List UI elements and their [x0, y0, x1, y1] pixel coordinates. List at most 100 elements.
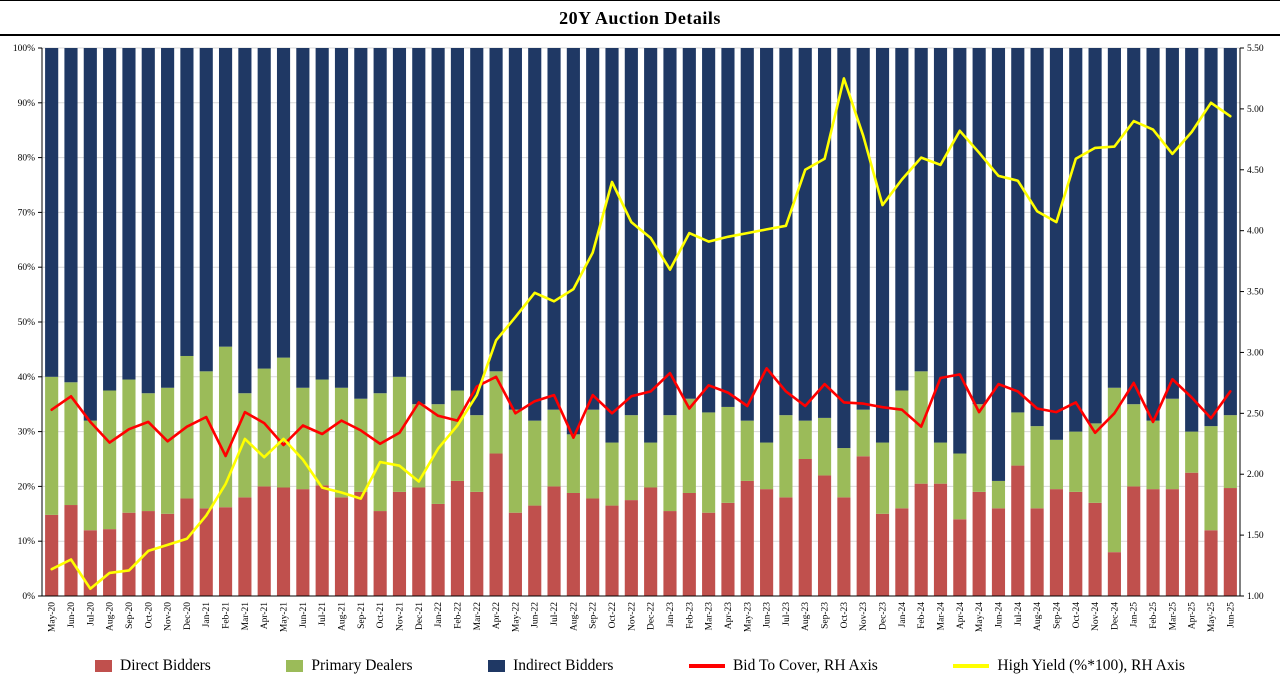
svg-text:Aug-20: Aug-20 — [106, 602, 116, 631]
svg-text:5.00: 5.00 — [1247, 105, 1264, 115]
svg-text:Sep-21: Sep-21 — [357, 602, 367, 629]
svg-text:Mar-21: Mar-21 — [241, 602, 251, 631]
svg-text:Sep-20: Sep-20 — [125, 602, 135, 629]
svg-text:100%: 100% — [13, 44, 35, 54]
legend-item-high-yield: High Yield (%*100), RH Axis — [953, 657, 1185, 675]
svg-text:0%: 0% — [22, 592, 35, 602]
svg-text:Oct-23: Oct-23 — [840, 602, 850, 629]
svg-text:Apr-22: Apr-22 — [492, 602, 502, 629]
svg-text:Sep-23: Sep-23 — [821, 602, 831, 629]
svg-text:Jun-25: Jun-25 — [1226, 602, 1236, 628]
svg-text:80%: 80% — [18, 154, 36, 164]
svg-text:Jun-24: Jun-24 — [995, 602, 1005, 628]
svg-text:Feb-21: Feb-21 — [222, 602, 232, 629]
svg-text:May-21: May-21 — [280, 602, 290, 632]
legend-item-bid-to-cover: Bid To Cover, RH Axis — [688, 656, 878, 675]
svg-text:5.50: 5.50 — [1247, 44, 1264, 54]
svg-text:Dec-24: Dec-24 — [1110, 602, 1120, 630]
svg-text:Nov-22: Nov-22 — [627, 602, 637, 631]
svg-text:Mar-25: Mar-25 — [1168, 602, 1178, 631]
svg-text:Mar-23: Mar-23 — [705, 602, 715, 631]
svg-text:10%: 10% — [18, 537, 36, 547]
svg-text:Nov-23: Nov-23 — [859, 602, 869, 631]
high-yield-line-icon — [953, 663, 990, 668]
svg-text:Nov-24: Nov-24 — [1091, 602, 1101, 631]
svg-text:Oct-24: Oct-24 — [1072, 602, 1082, 629]
svg-text:Mar-24: Mar-24 — [937, 602, 947, 631]
bid-to-cover-line-icon — [688, 663, 725, 668]
svg-text:20%: 20% — [18, 482, 36, 492]
svg-text:Feb-25: Feb-25 — [1149, 602, 1159, 629]
svg-text:Jul-21: Jul-21 — [318, 602, 328, 626]
svg-text:May-22: May-22 — [511, 602, 521, 632]
legend-item-primary-dealers: Primary Dealers — [286, 657, 413, 675]
svg-text:3.00: 3.00 — [1247, 348, 1264, 358]
svg-text:Jan-24: Jan-24 — [898, 602, 908, 628]
svg-text:Jun-23: Jun-23 — [763, 602, 773, 628]
svg-text:May-25: May-25 — [1207, 602, 1217, 632]
svg-text:Aug-24: Aug-24 — [1033, 602, 1043, 631]
svg-text:Dec-21: Dec-21 — [415, 602, 425, 630]
svg-text:Feb-22: Feb-22 — [453, 602, 463, 629]
svg-text:2.50: 2.50 — [1247, 409, 1264, 419]
svg-text:Apr-25: Apr-25 — [1188, 602, 1198, 629]
svg-text:40%: 40% — [18, 373, 36, 383]
svg-text:Aug-23: Aug-23 — [801, 602, 811, 631]
svg-text:Jul-20: Jul-20 — [86, 602, 96, 626]
svg-text:Aug-22: Aug-22 — [569, 602, 579, 631]
svg-text:May-20: May-20 — [48, 602, 58, 632]
svg-text:90%: 90% — [18, 99, 36, 109]
svg-text:Oct-20: Oct-20 — [144, 602, 154, 629]
svg-text:Dec-22: Dec-22 — [647, 602, 657, 630]
chart-title: 20Y Auction Details — [0, 1, 1280, 36]
svg-text:30%: 30% — [18, 428, 36, 438]
svg-text:Oct-21: Oct-21 — [376, 602, 386, 629]
svg-text:4.50: 4.50 — [1247, 166, 1264, 176]
legend-item-indirect-bidders: Indirect Bidders — [488, 657, 613, 675]
svg-text:Jun-21: Jun-21 — [299, 602, 309, 628]
svg-text:Aug-21: Aug-21 — [338, 602, 348, 631]
svg-text:Sep-22: Sep-22 — [589, 602, 599, 629]
svg-text:Feb-23: Feb-23 — [685, 602, 695, 629]
auction-details-chart: 0% 10% 20% 30% 40% 50% 60% 70% 80% 90% 100% 1.00 1.5… — [13, 44, 1264, 632]
chart-legend: Direct Bidders Primary Dealers Indirect … — [0, 644, 1280, 687]
svg-text:60%: 60% — [18, 263, 36, 273]
svg-text:4.00: 4.00 — [1247, 227, 1264, 237]
svg-text:Nov-21: Nov-21 — [396, 602, 406, 631]
svg-text:Jun-22: Jun-22 — [531, 602, 541, 628]
legend-label-indirect-bidders: Indirect Bidders — [513, 656, 614, 674]
svg-text:Dec-20: Dec-20 — [183, 602, 193, 630]
svg-text:Dec-23: Dec-23 — [879, 602, 889, 630]
direct-bidders-swatch-icon — [95, 659, 112, 672]
svg-text:1.50: 1.50 — [1247, 531, 1264, 541]
svg-text:Jul-22: Jul-22 — [550, 602, 560, 626]
svg-text:Feb-24: Feb-24 — [917, 602, 927, 629]
legend-label-high-yield: High Yield (%*100), RH Axis — [997, 656, 1185, 674]
svg-text:Jul-23: Jul-23 — [782, 602, 792, 626]
svg-text:Sep-24: Sep-24 — [1052, 602, 1062, 629]
svg-text:Jan-21: Jan-21 — [202, 602, 212, 628]
svg-text:Apr-21: Apr-21 — [260, 602, 270, 629]
svg-text:Apr-24: Apr-24 — [956, 602, 966, 629]
svg-text:2.00: 2.00 — [1247, 470, 1264, 480]
svg-text:Jun-20: Jun-20 — [67, 602, 77, 628]
svg-text:50%: 50% — [18, 318, 36, 328]
legend-label-direct-bidders: Direct Bidders — [120, 656, 211, 674]
legend-label-bid-to-cover: Bid To Cover, RH Axis — [732, 656, 878, 674]
svg-text:70%: 70% — [18, 208, 36, 218]
primary-dealers-swatch-icon — [286, 659, 304, 672]
svg-text:1.00: 1.00 — [1247, 592, 1264, 602]
svg-text:Nov-20: Nov-20 — [164, 602, 174, 631]
svg-text:Jan-22: Jan-22 — [434, 602, 444, 628]
svg-text:Oct-22: Oct-22 — [608, 602, 618, 629]
svg-text:May-24: May-24 — [975, 602, 985, 632]
svg-text:Jul-24: Jul-24 — [1014, 602, 1024, 626]
svg-text:May-23: May-23 — [743, 602, 753, 632]
svg-text:Apr-23: Apr-23 — [724, 602, 734, 629]
indirect-bidders-swatch-icon — [488, 659, 506, 672]
svg-text:Jan-25: Jan-25 — [1130, 602, 1140, 628]
svg-text:3.50: 3.50 — [1247, 288, 1264, 298]
legend-item-direct-bidders: Direct Bidders — [95, 657, 211, 675]
svg-text:Mar-22: Mar-22 — [473, 602, 483, 631]
